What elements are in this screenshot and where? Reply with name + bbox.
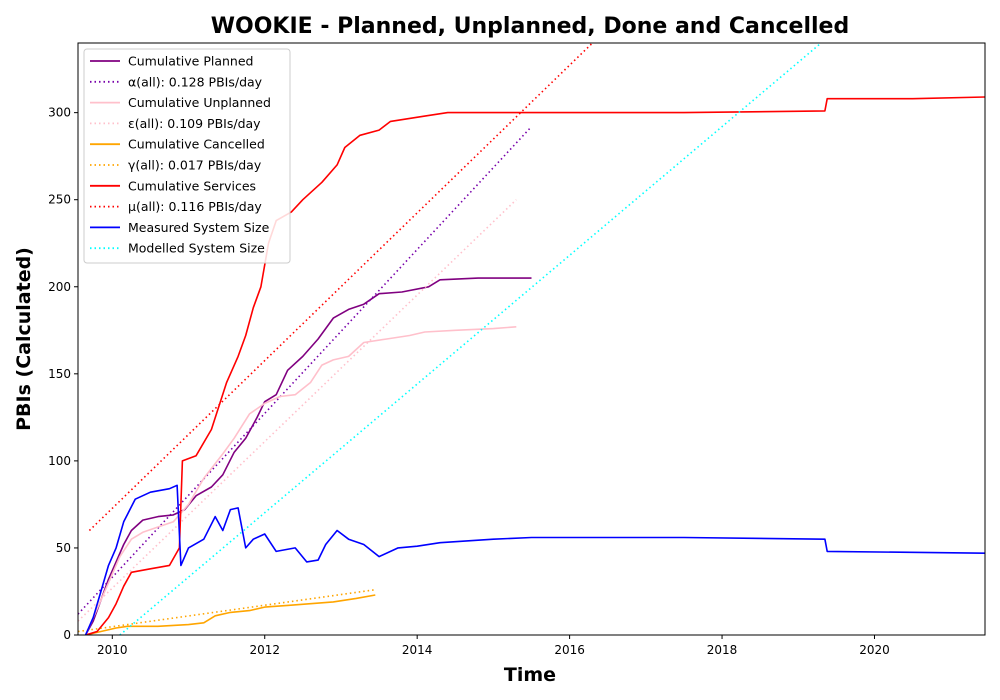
y-tick-label: 100	[48, 454, 71, 468]
series-line-cumulative-planned	[84, 277, 532, 635]
y-axis-label: PBIs (Calculated)	[13, 247, 35, 431]
series-line-cumulative-cancelled	[85, 594, 376, 635]
legend-label: Modelled System Size	[128, 241, 265, 256]
legend-label: Measured System Size	[128, 220, 270, 235]
x-axis-ticks: 2010 2012 2014 2016 2018 2020	[97, 635, 890, 657]
series-line-cumulative-unplanned	[84, 326, 517, 635]
x-tick-label: 2010	[97, 643, 128, 657]
plot-frame	[77, 42, 986, 636]
x-tick-label: 2020	[859, 643, 890, 657]
series-line-measured-system-size	[84, 484, 985, 635]
x-tick-label: 2014	[402, 643, 433, 657]
y-axis-ticks: 0 50 100 150 200 250 300	[48, 106, 78, 642]
x-tick-label: 2018	[707, 643, 738, 657]
y-tick-label: 0	[63, 628, 71, 642]
legend-label: γ(all): 0.017 PBIs/day	[128, 158, 262, 173]
series-line-all-0-128-pbis-day	[78, 126, 533, 615]
legend-label: Cumulative Services	[128, 178, 256, 193]
y-tick-label: 250	[48, 193, 71, 207]
x-tick-label: 2016	[554, 643, 585, 657]
x-tick-label: 2012	[249, 643, 280, 657]
legend-label: Cumulative Unplanned	[128, 95, 271, 110]
legend-label: α(all): 0.128 PBIs/day	[128, 74, 263, 89]
y-tick-label: 200	[48, 280, 71, 294]
x-axis-label: Time	[504, 664, 556, 686]
legend-label: Cumulative Cancelled	[128, 137, 265, 152]
y-tick-label: 50	[56, 541, 71, 555]
legend: Cumulative Planned α(all): 0.128 PBIs/day…	[83, 48, 291, 264]
y-tick-label: 300	[48, 106, 71, 120]
chart-title: WOOKIE - Planned, Unplanned, Done and Ca…	[211, 14, 849, 39]
series-line-all-0-017-pbis-day	[78, 588, 376, 633]
y-tick-label: 150	[48, 367, 71, 381]
legend-label: Cumulative Planned	[128, 54, 253, 69]
legend-label: μ(all): 0.116 PBIs/day	[128, 199, 262, 214]
legend-label: ε(all): 0.109 PBIs/day	[128, 116, 261, 131]
legend-box	[83, 48, 291, 264]
plot-lines	[78, 43, 985, 635]
